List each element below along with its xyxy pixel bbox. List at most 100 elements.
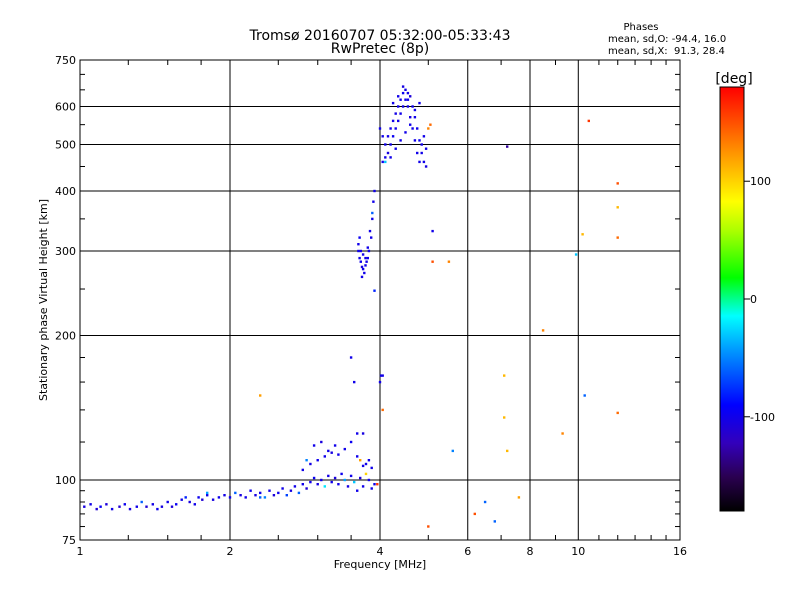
echo-point — [359, 459, 362, 462]
echo-point — [371, 217, 374, 221]
y-tick-label: 75 — [62, 534, 76, 547]
echo-point — [343, 447, 346, 451]
echo-point — [301, 468, 304, 472]
echo-point — [364, 264, 367, 267]
echo-point — [404, 131, 407, 134]
colorbar-label: [deg] — [715, 71, 752, 87]
echo-point — [330, 451, 333, 454]
phases-o-stats: mean, sd,O: -94.4, 16.0 — [608, 34, 726, 45]
echo-point — [170, 505, 174, 508]
echo-point — [447, 260, 451, 263]
echo-point — [349, 474, 353, 478]
echo-point — [135, 505, 138, 508]
chart-title: Tromsø 20160707 05:32:00-05:33:43 — [249, 28, 511, 44]
echo-point — [406, 105, 410, 108]
echo-point — [316, 483, 319, 486]
echo-point — [381, 160, 384, 164]
echo-point — [411, 127, 414, 130]
echo-point — [320, 478, 323, 482]
y-tick-label: 300 — [55, 245, 76, 258]
echo-point — [503, 416, 506, 419]
echo-point — [145, 505, 148, 508]
echo-point — [268, 489, 271, 492]
echo-point — [180, 498, 183, 501]
echo-point — [327, 449, 330, 453]
echo-point — [156, 507, 159, 511]
plot-frame — [79, 59, 681, 541]
echo-point — [201, 498, 204, 501]
echo-point — [357, 243, 360, 246]
echo-point — [373, 189, 376, 193]
echo-point — [370, 466, 373, 470]
echo-point — [358, 256, 361, 260]
echo-point — [413, 139, 417, 142]
echo-point — [366, 256, 369, 260]
echo-point — [89, 503, 92, 506]
echo-point — [337, 453, 340, 456]
echo-point — [312, 476, 316, 480]
echo-point — [357, 249, 360, 253]
echo-point — [416, 151, 419, 155]
echo-point — [105, 503, 108, 506]
echo-point — [506, 449, 509, 453]
y-tick-label: 100 — [55, 474, 76, 487]
echo-point — [110, 507, 114, 511]
echo-point — [381, 408, 384, 412]
echo-point — [353, 480, 356, 484]
echo-point — [581, 233, 584, 236]
echo-point — [384, 160, 387, 164]
echo-point — [359, 476, 362, 480]
echo-point — [381, 374, 384, 377]
echo-point — [424, 165, 428, 168]
colorbar-ticks: 100 0 -100 — [744, 175, 775, 424]
y-tick-label: 750 — [55, 54, 76, 67]
echo-point — [254, 494, 257, 497]
echo-point — [372, 200, 375, 203]
echo-point — [333, 444, 337, 447]
echo-point — [301, 483, 304, 486]
echo-point — [363, 271, 366, 275]
echo-point — [399, 98, 402, 101]
echo-point — [394, 112, 397, 115]
echo-point — [140, 500, 143, 504]
echo-point — [397, 105, 400, 108]
echo-point — [399, 139, 402, 142]
echo-point — [503, 374, 506, 377]
echo-point — [244, 496, 247, 499]
echo-point — [391, 135, 395, 138]
echo-point — [361, 432, 365, 435]
echo-point — [228, 496, 232, 499]
echo-point — [309, 480, 312, 484]
echo-point — [420, 151, 423, 155]
echo-point — [587, 119, 590, 123]
echo-point — [367, 478, 371, 482]
echo-point — [367, 249, 371, 253]
echo-point — [370, 487, 373, 490]
echo-point — [409, 123, 412, 126]
echo-point — [289, 489, 293, 492]
echo-point — [373, 289, 376, 292]
phases-heading: Phases — [623, 22, 658, 33]
echo-point — [616, 411, 619, 415]
echo-point — [259, 394, 262, 397]
echo-point — [359, 260, 362, 263]
echo-point — [386, 135, 390, 138]
echo-point — [418, 160, 421, 164]
colorbar — [719, 86, 745, 512]
colorbar-tick-label: 100 — [750, 175, 771, 188]
echo-point — [349, 440, 353, 444]
grid-lines — [80, 60, 680, 540]
echo-point — [364, 256, 367, 260]
data-points — [83, 85, 619, 528]
echo-point — [259, 496, 262, 499]
y-tick-labels: 75 100 200 300 400 500 600 750 — [55, 54, 76, 547]
echo-point — [384, 143, 387, 146]
echo-point — [411, 105, 414, 108]
echo-point — [370, 236, 373, 239]
echo-point — [211, 498, 215, 501]
echo-point — [431, 229, 434, 233]
echo-point — [401, 91, 405, 95]
echo-point — [188, 500, 191, 504]
echo-point — [166, 500, 169, 504]
echo-point — [356, 489, 359, 492]
